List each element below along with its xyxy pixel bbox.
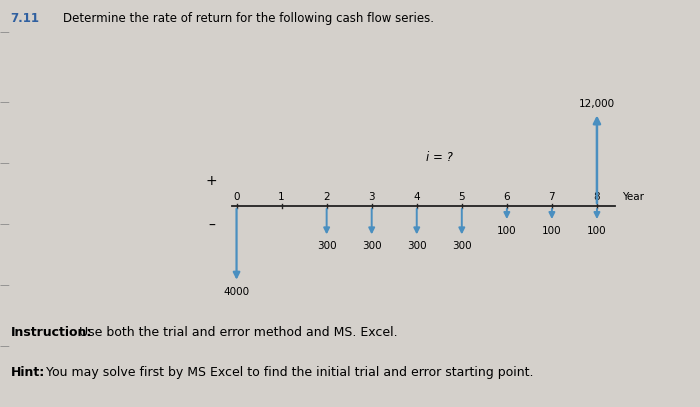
Text: +: + xyxy=(206,173,218,188)
Text: —: — xyxy=(0,280,10,290)
Text: 5: 5 xyxy=(458,192,465,201)
Text: 7: 7 xyxy=(549,192,555,201)
Text: Instruction:: Instruction: xyxy=(10,326,92,339)
Text: Use both the trial and error method and MS. Excel.: Use both the trial and error method and … xyxy=(75,326,398,339)
Text: 7.11: 7.11 xyxy=(10,12,39,25)
Text: Year: Year xyxy=(622,192,644,201)
Text: 300: 300 xyxy=(452,241,472,251)
Text: 0: 0 xyxy=(233,192,240,201)
Text: —: — xyxy=(0,28,10,37)
Text: —: — xyxy=(0,158,10,168)
Text: 6: 6 xyxy=(503,192,510,201)
Text: 100: 100 xyxy=(542,226,561,236)
Text: i = ?: i = ? xyxy=(426,151,453,164)
Text: 300: 300 xyxy=(407,241,426,251)
Text: –: – xyxy=(209,219,215,233)
Text: Hint:: Hint: xyxy=(10,366,45,379)
Text: 12,000: 12,000 xyxy=(579,98,615,109)
Text: —: — xyxy=(0,97,10,107)
Text: 1: 1 xyxy=(279,192,285,201)
Text: 300: 300 xyxy=(317,241,337,251)
Text: —: — xyxy=(0,341,10,351)
Text: 2: 2 xyxy=(323,192,330,201)
Text: 3: 3 xyxy=(368,192,375,201)
Text: 4000: 4000 xyxy=(223,287,250,297)
Text: Determine the rate of return for the following cash flow series.: Determine the rate of return for the fol… xyxy=(63,12,434,25)
Text: You may solve first by MS Excel to find the initial trial and error starting poi: You may solve first by MS Excel to find … xyxy=(42,366,533,379)
Text: 8: 8 xyxy=(594,192,601,201)
Text: 4: 4 xyxy=(414,192,420,201)
Text: —: — xyxy=(0,219,10,229)
Text: 100: 100 xyxy=(497,226,517,236)
Text: 100: 100 xyxy=(587,226,607,236)
Text: 300: 300 xyxy=(362,241,382,251)
